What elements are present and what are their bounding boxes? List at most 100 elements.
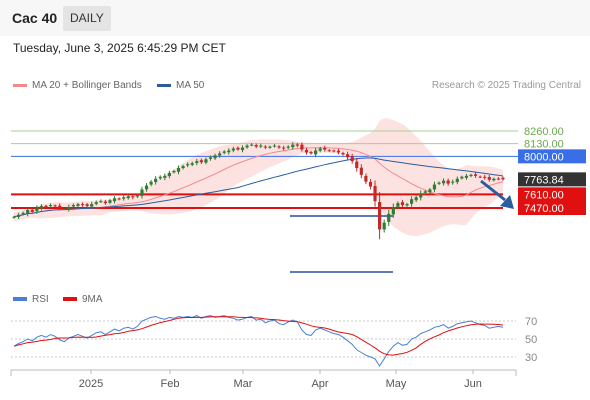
candle-body: [199, 160, 203, 163]
candle-body: [176, 168, 181, 172]
candle-body: [48, 205, 53, 207]
level-label-8260.00: 8260.00: [524, 126, 564, 138]
candle-body: [364, 175, 368, 182]
rsi-legend-swatch-9MA: [63, 297, 77, 301]
candle-body: [478, 176, 482, 178]
candle-body: [414, 197, 418, 201]
candle-body: [154, 178, 158, 183]
candle-body: [464, 175, 469, 178]
timestamp: Tuesday, June 3, 2025 6:45:29 PM CET: [13, 41, 226, 55]
candle-body: [213, 155, 217, 159]
candle-body: [16, 214, 21, 217]
candle-body: [30, 209, 34, 212]
level-tag-7470.00: [518, 201, 586, 215]
timeframe-badge[interactable]: DAILY: [63, 6, 111, 31]
candle-body: [240, 147, 245, 151]
candle-body: [227, 150, 231, 153]
candle-body: [167, 172, 171, 177]
bollinger-band: [14, 118, 503, 236]
candle-body: [387, 213, 391, 222]
x-tick-label-2025: 2025: [79, 378, 103, 390]
candle-body: [108, 200, 112, 203]
candle-body: [172, 170, 176, 173]
candle-body: [423, 191, 427, 193]
candle-body: [441, 180, 446, 184]
candle-body: [432, 184, 437, 190]
candle-body: [314, 150, 318, 155]
level-label-7610.00: 7610.00: [524, 189, 564, 201]
candle-body: [39, 206, 44, 209]
candle-body: [71, 205, 76, 207]
rsi-chart: RSI 9MA 70 50 30: [11, 294, 537, 367]
forecast-arrow-shaft: [480, 179, 506, 202]
candle-body: [368, 181, 373, 187]
candle-body: [405, 204, 409, 206]
candle-body: [378, 201, 382, 230]
legend-label-ma50: MA 50: [176, 80, 205, 91]
rsi-tick-50: 50: [525, 334, 537, 346]
candle-body: [282, 147, 286, 149]
candle-body: [277, 146, 281, 148]
candle-body: [181, 166, 185, 169]
candle-body: [158, 176, 162, 179]
candle-body: [163, 175, 167, 178]
candle-body: [254, 145, 258, 147]
last-price-tag: [518, 172, 586, 187]
candle-body: [318, 148, 322, 151]
legend-item-ma50: MA 50: [157, 80, 204, 91]
rsi-line: [13, 315, 504, 367]
candle-body: [272, 145, 277, 147]
legend-item-ma20: MA 20 + Bollinger Bands: [13, 80, 142, 91]
candle-body: [469, 174, 473, 177]
candle-body: [190, 163, 194, 165]
candle-body: [58, 205, 62, 208]
candle-body: [304, 149, 309, 153]
candle-body: [346, 154, 350, 158]
candle-body: [259, 145, 263, 147]
x-tick-label-Jun: Jun: [464, 378, 482, 390]
candle-body: [76, 204, 80, 206]
legend-swatch-ma50: [157, 83, 171, 87]
candle-body: [218, 153, 222, 156]
candle-body: [195, 161, 199, 163]
candle-body: [373, 185, 377, 202]
chart-header: Cac 40 DAILY: [0, 0, 590, 36]
candle-body: [21, 212, 25, 215]
candle-body: [419, 193, 423, 198]
candle-body: [355, 161, 359, 169]
candle-body: [35, 208, 39, 212]
x-tick-label-Apr: Apr: [311, 378, 328, 390]
candle-body: [62, 208, 66, 210]
candle-body: [99, 201, 103, 203]
level-label-8130.00: 8130.00: [524, 139, 564, 151]
candle-body: [131, 196, 135, 198]
level-tag-7610.00: [518, 187, 586, 202]
candle-body: [437, 182, 441, 184]
candle-body: [67, 207, 71, 210]
rsi-tick-70: 70: [525, 316, 537, 328]
candle-body: [44, 205, 48, 208]
candle-body: [496, 178, 501, 180]
candle-body: [112, 198, 117, 202]
candle-body: [400, 202, 405, 206]
candle-body: [487, 177, 491, 180]
candle-body: [263, 146, 267, 148]
legend-swatch-ma20: [13, 83, 27, 87]
rsi-legend-label-RSI: RSI: [32, 294, 49, 305]
legend-label-ma20: MA 20 + Bollinger Bands: [32, 80, 142, 91]
candle-body: [460, 176, 464, 179]
research-credit: Research © 2025 Trading Central: [431, 80, 581, 91]
candle-body: [295, 144, 299, 146]
last-price-label: 7763.84: [524, 174, 564, 186]
candle-body: [291, 144, 295, 148]
candle-body: [204, 159, 208, 163]
candle-body: [336, 150, 341, 153]
candle-body: [396, 203, 400, 207]
candle-body: [428, 189, 432, 193]
rsi-9ma-line: [13, 316, 504, 356]
candle-body: [327, 150, 331, 152]
candle-body: [245, 145, 249, 148]
candle-body: [222, 151, 226, 153]
candle-body: [501, 177, 505, 180]
